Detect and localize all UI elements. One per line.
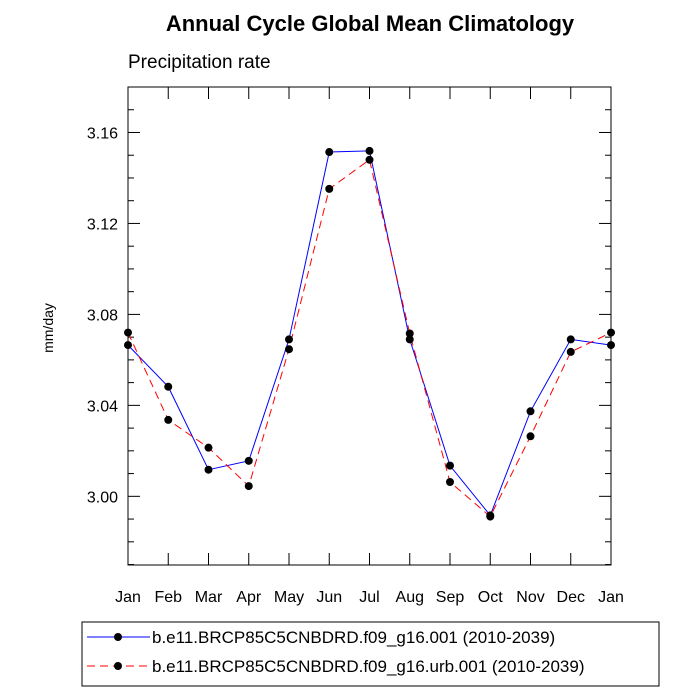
x-tick-labels: Jan Feb Mar Apr May Jun Jul Aug Sep Oct Nov Dec Jan xyxy=(115,589,624,606)
series-1-point xyxy=(124,341,132,350)
x-tick-label: May xyxy=(274,589,304,606)
x-tick-label: Dec xyxy=(557,589,585,606)
series-1-point xyxy=(244,456,253,465)
x-tick-label: Feb xyxy=(154,589,182,606)
series-2-point xyxy=(124,328,132,337)
x-tick-label: Jan xyxy=(598,589,624,606)
series-2-point xyxy=(607,328,615,337)
y-tick-label: 3.08 xyxy=(87,307,118,324)
legend-box xyxy=(81,621,660,687)
series-2-point xyxy=(285,345,293,354)
series-1-point xyxy=(446,461,454,470)
series-2-point xyxy=(325,184,334,193)
x-tick-label: Jul xyxy=(359,589,379,606)
axis-ticks xyxy=(127,86,612,566)
x-tick-label: Aug xyxy=(396,589,424,606)
series-line-2 xyxy=(127,158,612,518)
series-1-point xyxy=(204,465,213,474)
series-1-point xyxy=(607,341,615,350)
series-1-point xyxy=(566,335,575,344)
series-1-point xyxy=(285,335,293,344)
series-2-point xyxy=(486,512,495,521)
series-2-point xyxy=(526,432,535,441)
series-1-point xyxy=(365,146,374,155)
series-line-1 xyxy=(127,150,612,517)
legend-label-2: b.e11.BRCP85C5CNBDRD.f09_g16.urb.001 (20… xyxy=(152,657,585,676)
series-1-point xyxy=(325,148,334,157)
series-layer xyxy=(124,146,615,521)
legend-label-1: b.e11.BRCP85C5CNBDRD.f09_g16.001 (2010-2… xyxy=(152,628,555,647)
legend-marker-1 xyxy=(114,633,122,641)
y-tick-label: 3.16 xyxy=(87,125,118,142)
chart-title: Annual Cycle Global Mean Climatology xyxy=(166,11,575,36)
x-tick-label: Jun xyxy=(316,589,342,606)
series-2-point xyxy=(405,329,414,338)
x-tick-label: Oct xyxy=(478,589,503,606)
series-1-point xyxy=(526,407,535,416)
chart-subtitle: Precipitation rate xyxy=(128,52,271,73)
series-2-point xyxy=(446,477,454,486)
y-tick-label: 3.12 xyxy=(87,216,118,233)
x-tick-label: Jan xyxy=(115,589,141,606)
series-2-point xyxy=(204,443,213,452)
y-tick-label: 3.04 xyxy=(87,398,118,415)
x-tick-label: Nov xyxy=(516,589,544,606)
series-2-point xyxy=(164,415,173,424)
x-tick-label: Mar xyxy=(195,589,223,606)
series-2-point xyxy=(244,482,253,491)
y-tick-label: 3.00 xyxy=(87,489,118,506)
series-1-point xyxy=(164,382,173,391)
y-tick-labels: 3.00 3.04 3.08 3.12 3.16 xyxy=(87,125,118,506)
y-axis-label: mm/day xyxy=(40,303,56,353)
legend-entry-2: b.e11.BRCP85C5CNBDRD.f09_g16.urb.001 (20… xyxy=(87,657,585,676)
x-tick-label: Sep xyxy=(436,589,465,606)
series-2-point xyxy=(365,155,374,164)
series-1-point xyxy=(405,335,414,344)
series-2-point xyxy=(566,347,575,356)
x-tick-label: Apr xyxy=(236,589,262,606)
legend-entry-1: b.e11.BRCP85C5CNBDRD.f09_g16.001 (2010-2… xyxy=(87,628,555,647)
legend-marker-2 xyxy=(114,662,122,670)
